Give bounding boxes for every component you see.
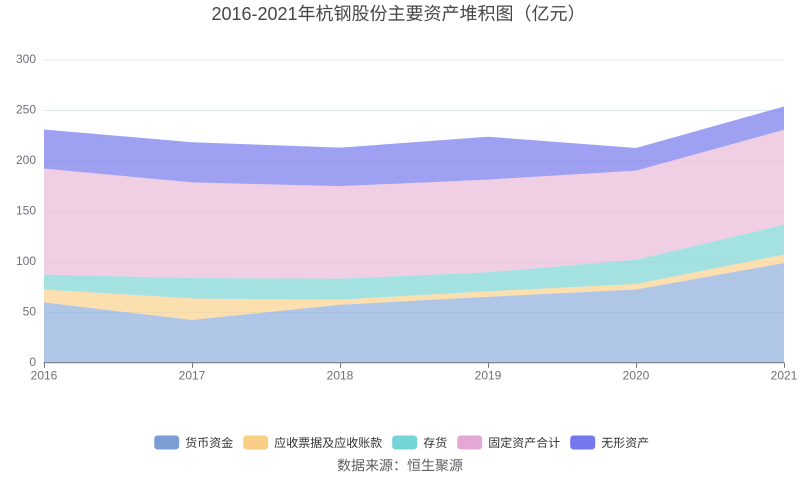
svg-text:50: 50 <box>23 304 37 318</box>
svg-text:2017: 2017 <box>179 368 206 382</box>
svg-text:2021: 2021 <box>771 368 798 382</box>
svg-text:2020: 2020 <box>623 368 650 382</box>
svg-text:2018: 2018 <box>327 368 354 382</box>
svg-text:100: 100 <box>16 254 36 268</box>
svg-text:2016-2021: 2016-2021 <box>211 4 297 24</box>
svg-text:250: 250 <box>16 102 36 116</box>
svg-text:200: 200 <box>16 153 36 167</box>
svg-text:150: 150 <box>16 203 36 217</box>
svg-text:300: 300 <box>16 52 36 66</box>
svg-text:0: 0 <box>29 355 36 369</box>
svg-text:2019: 2019 <box>475 368 502 382</box>
svg-text:2016: 2016 <box>31 368 58 382</box>
